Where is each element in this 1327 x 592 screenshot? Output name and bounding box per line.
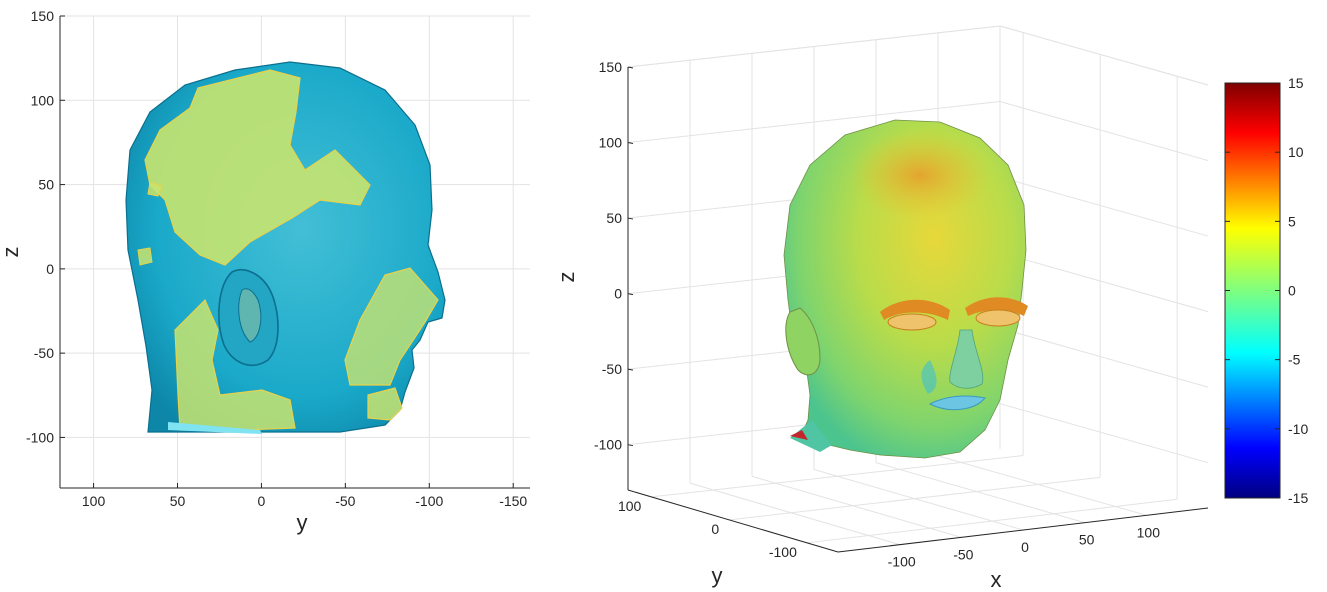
right-head-eye-right <box>975 309 1021 327</box>
left-head-patch-chin <box>367 387 403 421</box>
right-head-nose <box>949 329 984 389</box>
right-head-mouth <box>928 395 986 411</box>
right-box-edge <box>627 25 1001 68</box>
right-z-tick-label: -50 <box>602 361 622 377</box>
left-head-surface <box>125 61 446 434</box>
left-head-patch-top <box>144 69 371 266</box>
right-z-tick-label: -100 <box>594 437 622 453</box>
left-y-tick-label: 150 <box>31 8 55 24</box>
left-plot: 100 50 0 -50 -100 -150 150 100 50 0 -50 -100 y z <box>0 8 530 535</box>
right-z-tick-mark <box>627 368 634 371</box>
right-head-eye-left <box>887 313 937 331</box>
left-y-tick-label: 50 <box>38 177 54 193</box>
left-head-neck-base <box>168 422 262 434</box>
right-x-tick-label: 0 <box>1021 539 1029 555</box>
left-y-tick-label: 0 <box>46 261 54 277</box>
right-z-tick-label: 0 <box>614 286 622 302</box>
right-floor-y-gridline <box>729 476 1101 521</box>
right-z-tick-mark <box>627 66 634 69</box>
right-z-tick-label: 100 <box>599 135 623 151</box>
right-y-tick-label: 100 <box>618 498 642 514</box>
right-head-crown-hotspot <box>850 130 990 220</box>
colorbar-tick-label: 10 <box>1288 144 1304 160</box>
right-x-axis-line <box>837 507 1209 553</box>
colorbar: 15 10 5 0 -5 -10 -15 <box>1224 75 1308 506</box>
right-head-ear <box>785 307 821 376</box>
left-head-patch-face <box>344 267 439 386</box>
left-x-tick-label: 50 <box>170 493 186 509</box>
right-head-neck-hotspot <box>790 430 808 440</box>
left-y-tick-label: -50 <box>34 345 54 361</box>
colorbar-tick-label: 15 <box>1288 75 1304 91</box>
left-x-tick-label: -100 <box>415 493 443 509</box>
right-floor-x-gridline <box>875 462 1085 524</box>
right-backwall-z-gridline <box>999 327 1209 388</box>
right-x-tick-label: 100 <box>1137 524 1161 540</box>
left-y-tick-label: -100 <box>26 429 54 445</box>
left-x-tick-label: 0 <box>258 493 266 509</box>
left-head-patch-small <box>137 181 163 266</box>
right-y-tick-label: -100 <box>769 544 797 560</box>
right-backwall-z-gridline <box>999 252 1209 313</box>
left-x-axis-label: y <box>297 510 308 535</box>
left-x-tick-label: -150 <box>499 493 527 509</box>
right-head-surface <box>783 119 1028 459</box>
colorbar-tick-label: -5 <box>1288 352 1301 368</box>
colorbar-gradient <box>1224 82 1281 499</box>
right-grid <box>627 25 1209 546</box>
colorbar-tick-label: -15 <box>1288 490 1308 506</box>
right-backwall-z-gridline <box>999 176 1209 237</box>
left-axes: 100 50 0 -50 -100 -150 150 100 50 0 -50 -100 <box>26 8 530 509</box>
right-y-axis-line <box>627 489 839 553</box>
right-backwall-z-gridline <box>999 403 1209 464</box>
right-y-axis-label: y <box>712 563 723 588</box>
right-z-axis-label: z <box>554 272 579 283</box>
left-x-tick-label: 100 <box>82 493 106 509</box>
right-z-tick-label: 150 <box>599 59 623 75</box>
right-z-tick-mark <box>627 217 634 220</box>
colorbar-tick-label: -10 <box>1288 421 1308 437</box>
left-head-ear-inner <box>238 288 262 343</box>
right-floor-x-gridline <box>689 482 900 546</box>
right-head-cheek <box>921 360 937 394</box>
right-axes: -100 -50 0 50 100 100 0 -100 150 100 50 0 -50 -100 <box>594 59 1209 570</box>
right-floor-x-gridline <box>937 455 1147 516</box>
right-floor-x-gridline <box>751 475 962 538</box>
right-z-tick-mark <box>627 142 634 145</box>
right-backwall-z-gridline <box>999 101 1209 162</box>
left-x-tick-label: -50 <box>335 493 355 509</box>
right-z-tick-label: 50 <box>606 210 622 226</box>
right-y-tick-label: 0 <box>711 521 719 537</box>
right-x-axis-label: x <box>991 567 1002 592</box>
left-y-axis-label: z <box>0 247 23 258</box>
right-floor-y-gridline <box>806 498 1178 544</box>
right-head-neck <box>790 420 832 452</box>
right-z-tick-mark <box>627 293 634 296</box>
right-x-tick-label: -50 <box>953 546 973 562</box>
colorbar-tick-label: 5 <box>1288 213 1296 229</box>
right-x-tick-label: 50 <box>1079 532 1095 548</box>
right-floor-x-gridline <box>813 469 1024 531</box>
right-head-brow <box>880 297 1028 320</box>
colorbar-tick-label: 0 <box>1288 283 1296 299</box>
left-y-tick-label: 100 <box>31 92 55 108</box>
colorbar-ticks: 15 10 5 0 -5 -10 -15 <box>1225 75 1308 506</box>
right-x-tick-label: -100 <box>888 554 916 570</box>
right-box-edge <box>999 25 1209 86</box>
right-z-tick-mark <box>627 444 634 447</box>
right-floor-y-gridline <box>651 455 1024 498</box>
right-leftwall-z-gridline <box>627 101 1001 144</box>
